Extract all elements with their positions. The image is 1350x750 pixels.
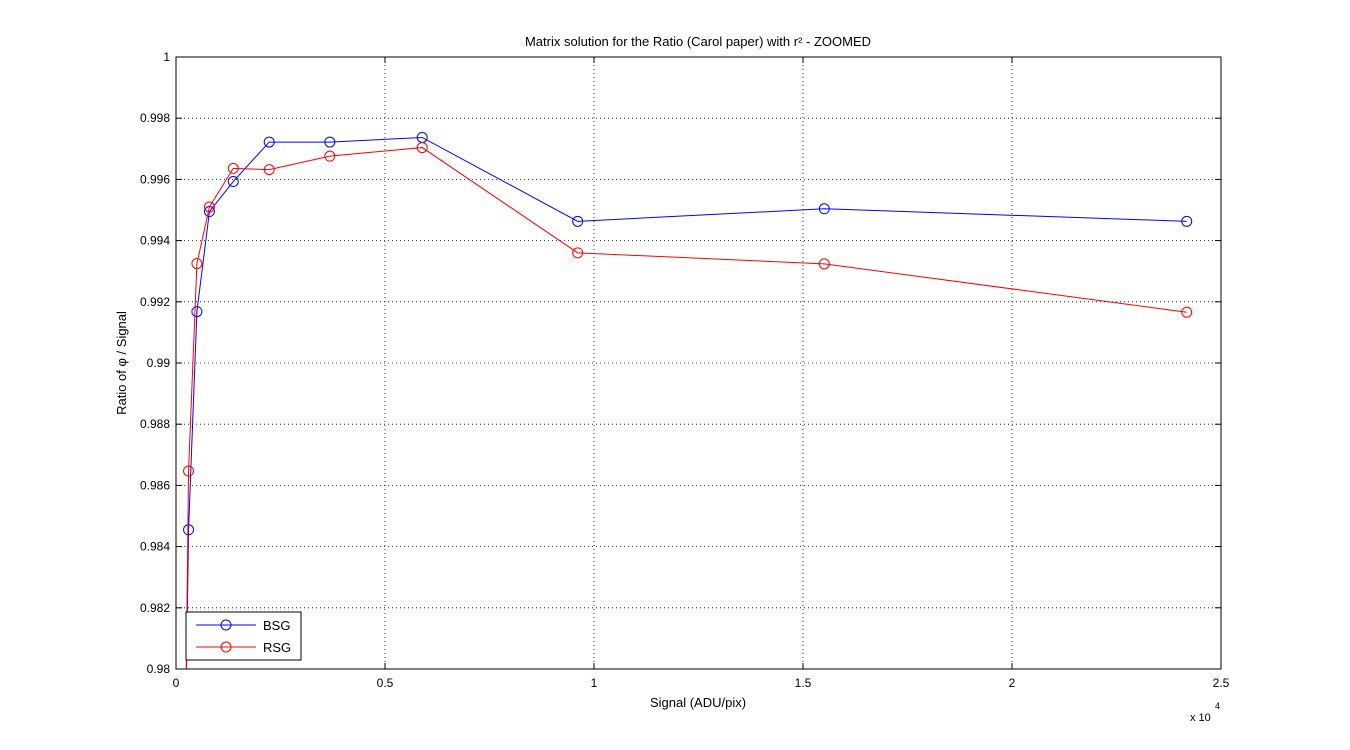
data-point-rsg (818, 258, 830, 270)
y-tick-label: 0.996 (140, 172, 170, 186)
series (183, 131, 1193, 669)
data-point-bsg (227, 176, 239, 188)
x-tick-label: 0.5 (377, 676, 394, 690)
y-tick-label: 0.998 (140, 111, 170, 125)
y-tick-label: 0.98 (147, 662, 171, 676)
x-tick-label: 1 (591, 676, 598, 690)
legend-label-rsg: RSG (263, 640, 291, 655)
data-point-rsg (572, 247, 584, 259)
y-tick-label: 0.994 (140, 234, 170, 248)
y-tick-label: 1 (163, 50, 170, 64)
data-point-rsg (416, 142, 428, 154)
legend-box (185, 611, 302, 661)
legend-marker-bsg (220, 619, 232, 631)
x-tick-label: 1.5 (795, 676, 812, 690)
y-tick-label: 0.982 (140, 601, 170, 615)
series-line-rsg (185, 147, 1187, 669)
series-line-bsg (186, 136, 1187, 669)
axis-ticks: 0 0.5 1 1.5 2 2.5 0.98 0.982 0.984 0.986 0.988 0.99… (140, 50, 1230, 690)
y-axis-label: Ratio of φ / Signal (114, 311, 129, 415)
x-tick-label: 2.5 (1213, 676, 1230, 690)
data-point-rsg (1181, 306, 1193, 318)
y-tick-label: 0.992 (140, 295, 170, 309)
y-tick-label: 0.986 (140, 478, 170, 492)
data-point-rsg (263, 164, 275, 176)
y-tick-label: 0.988 (140, 417, 170, 431)
x-exponent-label: x 10 (1190, 712, 1211, 724)
data-point-rsg (324, 150, 336, 162)
legend-marker-rsg (220, 641, 232, 653)
data-point-rsg (227, 162, 239, 174)
x-exponent-power: 4 (1215, 701, 1220, 711)
data-point-rsg (183, 465, 195, 477)
data-point-rsg (203, 201, 215, 213)
data-point-bsg (183, 524, 195, 536)
data-point-bsg (1181, 215, 1193, 227)
chart-title: Matrix solution for the Ratio (Carol pap… (525, 34, 871, 49)
legend-label-bsg: BSG (263, 618, 290, 633)
x-axis-label: Signal (ADU/pix) (650, 695, 746, 710)
legend: BSG RSG (185, 611, 302, 661)
x-tick-label: 0 (173, 676, 180, 690)
y-tick-label: 0.984 (140, 540, 170, 554)
x-tick-label: 2 (1009, 676, 1016, 690)
y-tick-label: 0.99 (147, 356, 171, 370)
data-point-bsg (818, 203, 830, 215)
data-point-bsg (572, 215, 584, 227)
data-point-bsg (263, 136, 275, 148)
data-point-bsg (324, 136, 336, 148)
data-point-bsg (191, 306, 203, 318)
data-point-rsg (191, 258, 203, 270)
